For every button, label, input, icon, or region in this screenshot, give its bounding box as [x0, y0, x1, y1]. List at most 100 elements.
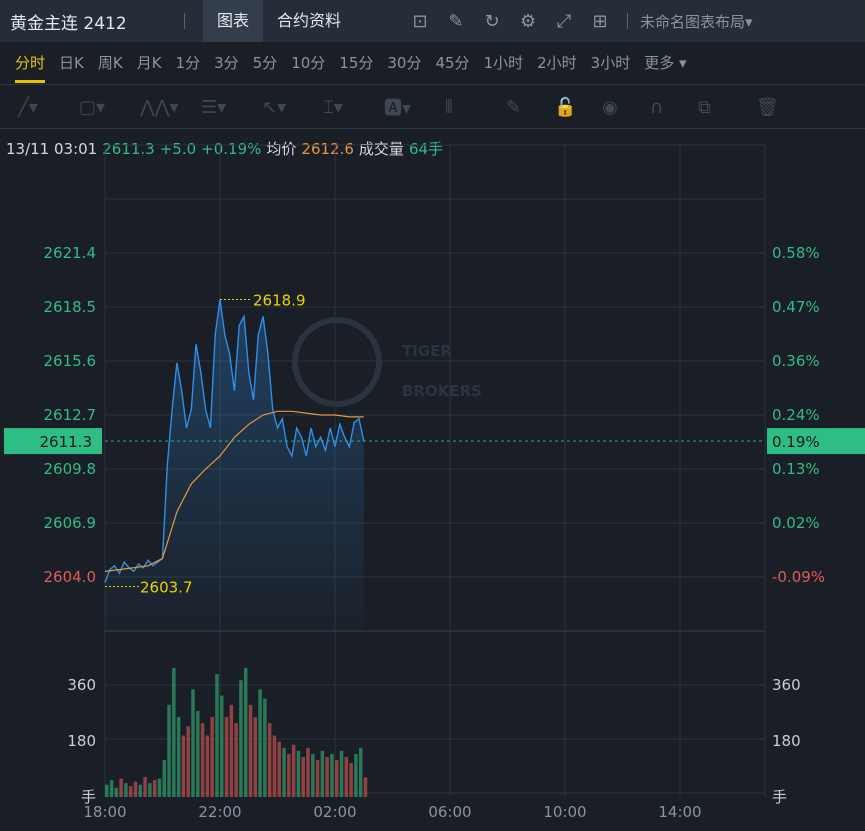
high-label: 2618.9: [253, 292, 306, 310]
y-tick-right: 0.13%: [772, 460, 820, 478]
volume-bar: [296, 750, 301, 797]
x-tick: 18:00: [83, 803, 126, 821]
volume-bar: [339, 750, 344, 797]
period-tab[interactable]: 5分: [252, 53, 278, 72]
volume-bar: [162, 760, 166, 797]
period-tab[interactable]: 10分: [291, 53, 326, 72]
avg-line: [104, 410, 364, 572]
volume-bar: [181, 735, 186, 797]
divider: [184, 13, 185, 29]
volume-bar: [152, 780, 157, 797]
y-tick-right: 0.24%: [772, 406, 820, 424]
volume-bar: [176, 717, 181, 797]
rectangle-tool-icon[interactable]: ▢▾: [79, 96, 106, 118]
candle-tool-icon[interactable]: ⫴: [445, 96, 453, 118]
volume-bar: [172, 667, 176, 797]
y-tick-right: 0.36%: [772, 352, 820, 370]
measure-tool-icon[interactable]: ⌶▾: [323, 96, 343, 118]
y-tick-right: -0.09%: [772, 568, 825, 586]
period-tab[interactable]: 3分: [214, 53, 239, 72]
volume-bar: [128, 786, 133, 797]
volume-bar: [306, 747, 310, 797]
chart-icon[interactable]: ⊡: [412, 10, 428, 32]
volume-bar: [234, 723, 238, 797]
period-tab[interactable]: 3小时: [590, 53, 631, 72]
period-tab[interactable]: 日K: [59, 53, 84, 72]
period-tab[interactable]: 45分: [435, 53, 470, 72]
volume-bar: [335, 760, 339, 797]
layout-dropdown[interactable]: 未命名图表布局▾: [640, 12, 753, 31]
tab-chart[interactable]: 图表: [203, 0, 264, 42]
volume-bar: [344, 757, 349, 797]
period-tab[interactable]: 分时: [15, 42, 46, 85]
volume-tick-left: 180: [67, 732, 96, 750]
pattern-tool-icon[interactable]: ⋀⋀▾: [140, 96, 179, 118]
period-bar: 分时 日K 周K 月K 1分 3分 5分 10分 15分 30分 45分 1小时 2小时 3小时 更多 ▾: [0, 42, 865, 85]
volume-bar: [363, 777, 368, 797]
volume-bar: [119, 778, 123, 797]
period-tab[interactable]: 2小时: [537, 53, 577, 72]
volume-bar: [253, 717, 258, 797]
gear-icon[interactable]: ⚙: [519, 10, 537, 32]
y-tick-left: 2618.5: [44, 298, 97, 316]
grid-icon[interactable]: ⊞: [592, 10, 608, 32]
y-tick-left: 2612.7: [44, 406, 97, 424]
volume-bar: [325, 757, 329, 797]
tab-contract-info[interactable]: 合约资料: [277, 11, 342, 30]
period-tab[interactable]: 周K: [97, 53, 123, 72]
current-pct-label: 0.19%: [772, 433, 820, 451]
volume-bar: [320, 750, 325, 797]
watermark-text: TIGER: [402, 342, 452, 360]
magnet-icon[interactable]: ∩: [650, 96, 664, 118]
volume-bar: [186, 726, 190, 797]
period-tab[interactable]: 1分: [175, 53, 201, 72]
edit-icon[interactable]: ✎: [448, 10, 464, 32]
period-tab[interactable]: 15分: [339, 53, 374, 72]
line-tool-icon[interactable]: ╱▾: [18, 96, 38, 118]
volume-bar: [109, 780, 114, 797]
divider: [627, 13, 629, 29]
period-tab[interactable]: 1小时: [483, 53, 524, 72]
arrow-tool-icon[interactable]: ↖▾: [262, 96, 287, 118]
y-tick-left: 2609.8: [44, 460, 97, 478]
period-tab[interactable]: 月K: [136, 53, 162, 72]
price-line: [104, 299, 365, 583]
volume-bar: [315, 760, 320, 797]
volume-unit-right: 手: [772, 788, 787, 806]
price-area: [105, 299, 364, 631]
period-tab[interactable]: 30分: [387, 53, 422, 72]
volume-bar: [239, 680, 243, 797]
x-tick: 06:00: [428, 803, 471, 821]
volume-bar: [191, 689, 195, 797]
refresh-icon[interactable]: ↻: [484, 10, 500, 32]
fib-tool-icon[interactable]: ☰▾: [201, 96, 227, 118]
layers-icon[interactable]: ⧉: [698, 96, 711, 118]
top-bar: 黄金主连 2412 图表 合约资料 ⊡ ✎ ↻ ⚙ ⤢ ⊞ 未命名图表布局▾: [0, 0, 865, 42]
volume-bar: [263, 698, 267, 797]
volume-bar: [114, 787, 119, 797]
volume-bar: [167, 704, 171, 797]
volume-bar: [133, 781, 138, 797]
volume-bar: [349, 763, 353, 797]
volume-bar: [157, 778, 162, 797]
y-tick-right: 0.47%: [772, 298, 820, 316]
pencil-icon[interactable]: ✎: [506, 96, 522, 118]
volume-bar: [200, 723, 205, 797]
text-tool-icon[interactable]: 🅰▾: [384, 98, 412, 119]
unlock-icon[interactable]: 🔓: [554, 96, 577, 118]
volume-bar: [220, 695, 224, 797]
volume-bar: [143, 777, 147, 797]
volume-tick-right: 180: [772, 732, 801, 750]
y-tick-left: 2604.0: [44, 568, 97, 586]
volume-bar: [248, 704, 253, 797]
volume-bar: [138, 784, 143, 797]
quote-time: 13/11 03:01: [6, 140, 98, 158]
period-tab[interactable]: 更多 ▾: [644, 53, 687, 72]
volume-tick-right: 360: [772, 676, 801, 694]
volume-bar: [311, 753, 315, 797]
y-tick-left: 2606.9: [44, 514, 97, 532]
eye-icon[interactable]: ◉: [602, 96, 618, 118]
fullscreen-icon[interactable]: ⤢: [556, 10, 572, 32]
trash-icon[interactable]: 🗑: [756, 96, 779, 118]
